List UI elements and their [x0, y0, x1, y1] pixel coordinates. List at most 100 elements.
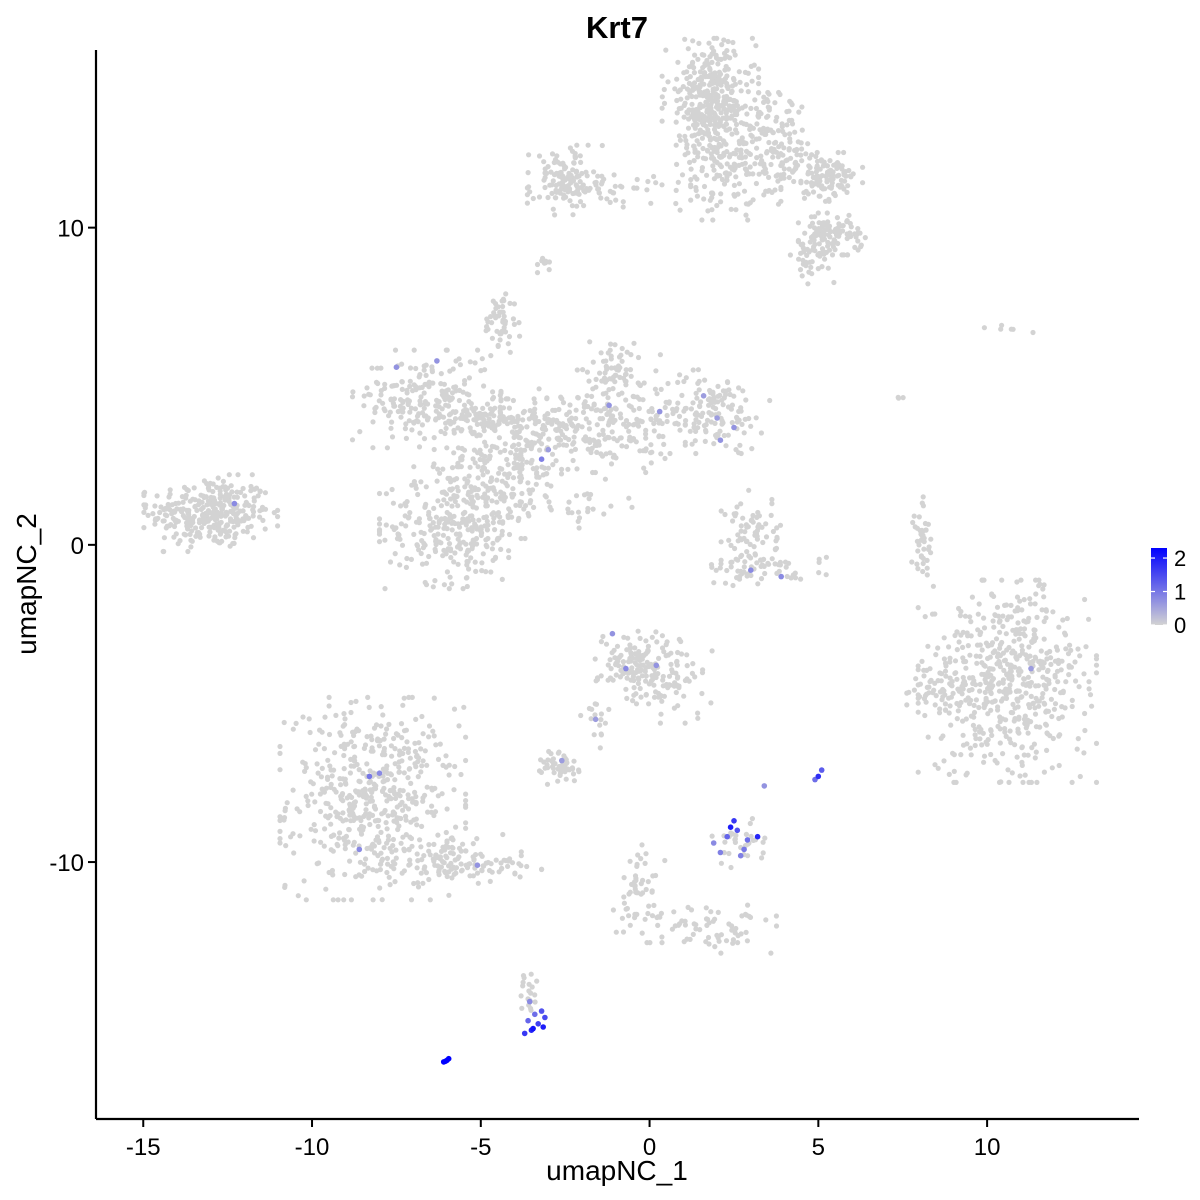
cell-point: [500, 831, 506, 838]
cell-point: [705, 61, 711, 67]
cell-point: [491, 310, 497, 316]
cell-point: [205, 485, 211, 491]
cell-point: [1029, 745, 1035, 751]
cell-point: [973, 697, 980, 703]
cell-point: [977, 631, 983, 638]
cell-point: [714, 432, 720, 438]
cell-point: [772, 547, 779, 553]
cell-point: [914, 561, 920, 567]
cell-point: [245, 524, 251, 531]
y-tick-label: 0: [71, 533, 84, 560]
cell-point: [392, 791, 398, 797]
cell-point: [1049, 713, 1055, 720]
cell-point: [341, 711, 347, 717]
cell-point: [482, 453, 488, 459]
cell-point: [529, 443, 535, 449]
cell-point: [371, 803, 378, 809]
cell-point: [577, 199, 584, 205]
cell-point: [914, 538, 921, 544]
cell-point: [610, 907, 617, 913]
cell-point: [770, 154, 776, 160]
cell-point: [747, 126, 753, 132]
cell-point: [977, 736, 983, 742]
cell-point: [989, 592, 995, 598]
cell-point: [388, 425, 394, 431]
cell-point: [988, 690, 994, 697]
cell-point: [484, 324, 490, 330]
cell-point: [612, 183, 618, 189]
cell-point: [749, 139, 756, 145]
cell-point: [825, 243, 831, 249]
cell-point: [408, 556, 414, 563]
cell-point: [779, 121, 785, 127]
cell-point: [189, 528, 195, 534]
cell-point: [467, 464, 473, 470]
cell-point: [724, 94, 730, 101]
cell-point: [586, 496, 592, 502]
cell-point: [745, 524, 751, 530]
cell-point: [563, 164, 569, 170]
cell-point: [949, 683, 955, 689]
cell-point: [442, 515, 448, 522]
cell-point: [407, 383, 413, 389]
cell-point: [430, 520, 436, 526]
cell-point: [668, 661, 674, 668]
cell-point: [394, 819, 400, 826]
cell-point: [326, 703, 332, 709]
cell-point: [613, 406, 619, 412]
cell-point: [973, 653, 979, 659]
cell-point: [742, 69, 749, 75]
cell-point: [487, 453, 493, 459]
cell-point: [560, 442, 567, 448]
cell-point: [665, 79, 671, 85]
cell-point: [1028, 693, 1034, 700]
cell-point: [553, 458, 559, 464]
cell-point: [855, 230, 861, 236]
cell-point: [620, 929, 627, 935]
cell-point: [558, 394, 564, 400]
cell-point: [179, 494, 185, 500]
cell-point: [426, 509, 432, 515]
cell-point: [786, 108, 792, 114]
cell-point: [773, 913, 780, 919]
cell-point: [960, 644, 966, 651]
cell-point: [167, 507, 173, 513]
cell-point: [717, 79, 723, 86]
cell-point: [505, 341, 511, 347]
cell-point: [732, 162, 738, 168]
cell-point: [1016, 714, 1022, 720]
cell-point: [446, 586, 452, 592]
cell-point: [415, 491, 421, 498]
cell-point: [998, 698, 1005, 704]
cell-point: [404, 390, 410, 396]
cell-point: [1048, 696, 1054, 702]
cell-point: [834, 160, 841, 166]
cell-point: [702, 131, 708, 137]
cell-point: [682, 922, 689, 928]
cell-point: [738, 120, 745, 126]
cell-point: [954, 647, 960, 653]
cell-point: [578, 159, 584, 165]
cell-point: [491, 515, 497, 521]
cell-point: [942, 701, 949, 707]
cell-point: [323, 800, 329, 806]
cell-point: [251, 486, 258, 492]
cell-point: [305, 798, 311, 804]
cell-point: [337, 776, 343, 782]
cell-point: [478, 526, 484, 533]
cell-point: [479, 356, 485, 362]
cell-point: [452, 550, 458, 556]
cell-point: [1006, 779, 1012, 786]
cell-point: [384, 726, 390, 732]
cell-point: [557, 766, 563, 772]
cell-point: [413, 716, 419, 723]
cell-point: [235, 472, 241, 478]
cell-point: [516, 441, 522, 447]
cell-point: [718, 191, 724, 197]
cell-point: [819, 264, 825, 270]
cell-point: [1075, 736, 1081, 742]
expressed-cell-point: [737, 852, 744, 859]
cell-point: [798, 576, 804, 582]
cell-point: [752, 530, 758, 536]
cell-point: [580, 409, 587, 415]
